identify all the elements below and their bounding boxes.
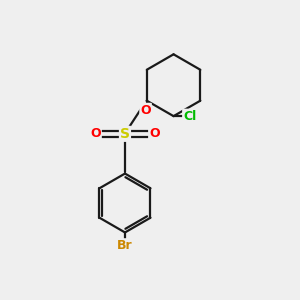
- Text: Cl: Cl: [183, 110, 196, 123]
- Text: Br: Br: [117, 239, 133, 252]
- Text: O: O: [90, 127, 101, 140]
- Text: O: O: [149, 127, 160, 140]
- Text: S: S: [120, 127, 130, 141]
- Text: O: O: [140, 104, 151, 117]
